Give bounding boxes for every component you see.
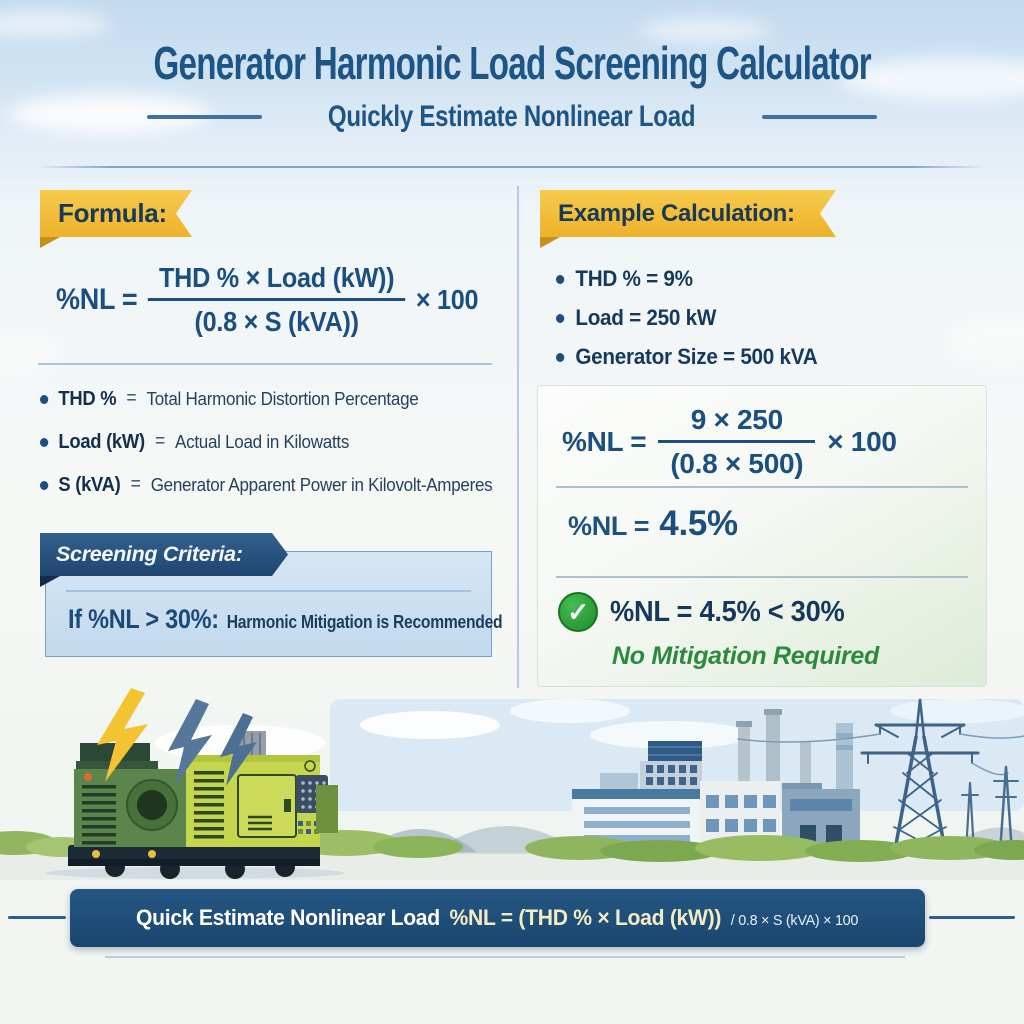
formula-numerator: THD % × Load (kW)) bbox=[159, 262, 395, 293]
lightning-icon-yellow bbox=[97, 688, 148, 782]
banner-row: Quick Estimate Nonlinear Load %NL = (THD… bbox=[136, 905, 858, 931]
bullet-icon bbox=[40, 480, 49, 490]
comparison-text: %NL = 4.5% < 30% bbox=[610, 595, 845, 628]
banner-sideline-left bbox=[8, 916, 66, 919]
lightning-icon-blue-1 bbox=[168, 699, 212, 785]
calc-divider-1 bbox=[556, 486, 968, 488]
formula-equation: %NL = THD % × Load (kW)) (0.8 × S (kVA))… bbox=[56, 262, 525, 338]
generator-illustration bbox=[45, 731, 345, 879]
check-icon: ✓ bbox=[558, 592, 598, 632]
definition-term: S (kVA) bbox=[58, 473, 121, 496]
definition-desc: Total Harmonic Distortion Percentage bbox=[146, 388, 419, 409]
screening-ribbon-fold bbox=[40, 576, 60, 587]
banner-formula-tail: / 0.8 × S (kVA) × 100 bbox=[731, 912, 859, 929]
calc-lhs: %NL = bbox=[562, 426, 647, 457]
calc-denominator: (0.8 × 500) bbox=[658, 440, 816, 480]
definitions-list: THD % = Total Harmonic Distortion Percen… bbox=[40, 382, 500, 511]
definition-term: THD % bbox=[58, 387, 117, 410]
cloud-decoration bbox=[640, 18, 770, 42]
definition-equals: = bbox=[154, 431, 165, 452]
formula-divider bbox=[38, 363, 492, 365]
example-input-item: THD % = 9% bbox=[556, 262, 817, 296]
page-subtitle-row: Quickly Estimate Nonlinear Load bbox=[0, 100, 1024, 134]
banner-underline bbox=[105, 956, 905, 958]
page-title: Generator Harmonic Load Screening Calcul… bbox=[153, 37, 871, 89]
example-input-text: Load = 250 kW bbox=[575, 305, 717, 330]
definition-desc: Generator Apparent Power in Kilovolt-Amp… bbox=[150, 474, 493, 495]
formula-multiplier: × 100 bbox=[415, 284, 479, 315]
header-divider bbox=[35, 166, 987, 168]
bullet-icon bbox=[40, 437, 49, 447]
bullet-icon bbox=[556, 313, 565, 323]
screening-inner-line bbox=[66, 590, 471, 592]
formula-denominator: (0.8 × S (kVA)) bbox=[148, 298, 406, 338]
banner-sideline-right bbox=[929, 916, 1015, 919]
result-line: %NL = 4.5% bbox=[568, 504, 738, 544]
screening-recommendation: Harmonic Mitigation is Recommended bbox=[226, 612, 503, 632]
definition-item: Load (kW) = Actual Load in Kilowatts bbox=[40, 425, 463, 459]
subtitle-dash-right bbox=[761, 115, 877, 119]
cloud-decoration bbox=[0, 330, 60, 375]
formula-ribbon-fold bbox=[40, 237, 60, 248]
example-ribbon-fold bbox=[540, 237, 560, 248]
screening-ribbon: Screening Criteria: bbox=[40, 533, 288, 576]
example-ribbon: Example Calculation: bbox=[540, 190, 836, 237]
footer-banner: Quick Estimate Nonlinear Load %NL = (THD… bbox=[70, 889, 925, 947]
bullet-icon bbox=[556, 274, 565, 284]
page-subtitle: Quickly Estimate Nonlinear Load bbox=[328, 100, 696, 133]
definition-item: THD % = Total Harmonic Distortion Percen… bbox=[40, 382, 463, 416]
lightning-icons bbox=[97, 688, 257, 786]
lightning-icon-blue-2 bbox=[220, 713, 257, 786]
calc-fraction: 9 × 250 (0.8 × 500) bbox=[658, 404, 816, 480]
conclusion-text: No Mitigation Required bbox=[612, 642, 879, 670]
result-lhs: %NL = bbox=[568, 511, 650, 541]
subtitle-dash-left bbox=[147, 115, 263, 119]
definition-equals: = bbox=[130, 474, 141, 495]
column-divider bbox=[517, 186, 519, 688]
comparison-line: ✓ %NL = 4.5% < 30% bbox=[558, 592, 859, 632]
definition-term: Load (kW) bbox=[58, 430, 145, 453]
formula-lhs: %NL = bbox=[56, 283, 138, 316]
definition-desc: Actual Load in Kilowatts bbox=[175, 431, 350, 452]
calc-numerator: 9 × 250 bbox=[690, 404, 783, 435]
result-value: 4.5% bbox=[659, 504, 738, 543]
example-calc-box: %NL = 9 × 250 (0.8 × 500) × 100 %NL = 4.… bbox=[538, 386, 986, 686]
screening-condition: If %NL > 30%: bbox=[68, 604, 219, 634]
cloud-decoration bbox=[840, 58, 1024, 100]
definition-equals: = bbox=[126, 388, 137, 409]
calc-divider-2 bbox=[556, 576, 968, 578]
bullet-icon bbox=[556, 352, 565, 362]
example-input-text: THD % = 9% bbox=[575, 266, 693, 291]
cloud-decoration bbox=[945, 315, 1024, 365]
bullet-icon bbox=[40, 394, 49, 404]
banner-formula: %NL = (THD % × Load (kW)) bbox=[449, 905, 722, 930]
screening-text-row: If %NL > 30%: Harmonic Mitigation is Rec… bbox=[68, 604, 503, 635]
calc-multiplier: × 100 bbox=[827, 426, 897, 457]
definition-item: S (kVA) = Generator Apparent Power in Ki… bbox=[40, 468, 493, 502]
cloud-decoration bbox=[0, 10, 110, 38]
formula-fraction: THD % × Load (kW)) (0.8 × S (kVA)) bbox=[148, 262, 406, 338]
example-input-item: Load = 250 kW bbox=[556, 301, 817, 335]
banner-label: Quick Estimate Nonlinear Load bbox=[136, 905, 441, 930]
example-input-item: Generator Size = 500 kVA bbox=[556, 340, 818, 374]
cloud-decoration bbox=[10, 95, 210, 133]
calc-equation: %NL = 9 × 250 (0.8 × 500) × 100 bbox=[562, 404, 897, 480]
example-input-text: Generator Size = 500 kVA bbox=[575, 344, 818, 369]
illustration-scene bbox=[0, 688, 1024, 880]
formula-ribbon: Formula: bbox=[40, 190, 192, 237]
example-inputs-list: THD % = 9% Load = 250 kW Generator Size … bbox=[556, 262, 840, 379]
